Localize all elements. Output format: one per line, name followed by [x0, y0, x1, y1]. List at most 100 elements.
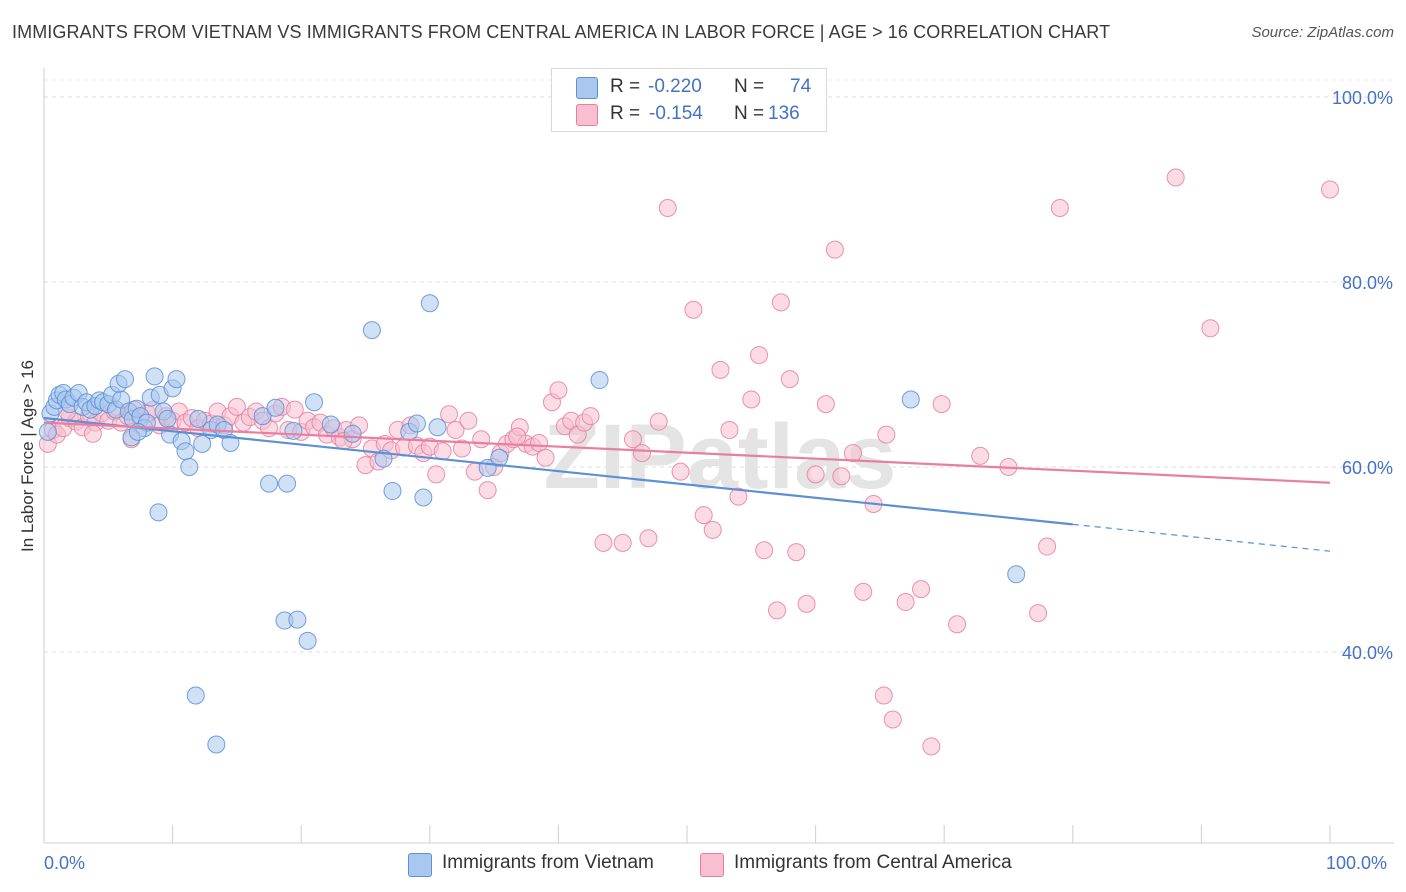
- data-point: [1050, 199, 1069, 217]
- data-point: [278, 474, 297, 493]
- data-point: [530, 433, 549, 452]
- legend-r-label: R =: [610, 76, 641, 97]
- data-point: [623, 430, 642, 449]
- legend-n-label: N =: [734, 76, 765, 97]
- data-point: [189, 409, 208, 428]
- data-point: [362, 321, 381, 340]
- data-point: [684, 300, 703, 319]
- trend-line-vietnam-extension: [1072, 523, 1331, 552]
- data-point: [536, 448, 555, 467]
- data-point: [446, 421, 465, 439]
- data-point: [703, 520, 722, 539]
- data-point: [478, 481, 497, 500]
- legend-swatch-central-america: [576, 104, 598, 126]
- data-point: [298, 631, 317, 650]
- data-point: [186, 686, 205, 705]
- data-point: [38, 422, 57, 441]
- data-point: [428, 418, 447, 437]
- y-tick-label: 100.0%: [1332, 88, 1393, 108]
- data-point: [383, 482, 402, 501]
- data-point: [771, 293, 790, 312]
- data-point: [658, 199, 677, 217]
- data-point: [755, 541, 774, 560]
- y-tick-label: 60.0%: [1342, 458, 1393, 478]
- data-point: [971, 446, 990, 465]
- data-point: [158, 409, 177, 428]
- data-point: [1321, 180, 1339, 199]
- y-axis-label: In Labor Force | Age > 16: [18, 359, 37, 553]
- data-point: [284, 421, 303, 440]
- data-point: [1201, 319, 1220, 338]
- data-point: [854, 582, 873, 601]
- data-point: [671, 462, 690, 481]
- legend-r-label: R =: [610, 103, 641, 124]
- data-point: [711, 360, 730, 379]
- chart-title: IMMIGRANTS FROM VIETNAM VS IMMIGRANTS FR…: [12, 22, 1111, 42]
- data-point: [912, 580, 931, 599]
- data-point: [780, 370, 799, 389]
- data-point: [414, 488, 433, 507]
- data-point: [490, 448, 509, 467]
- data-point: [440, 405, 459, 424]
- data-point: [433, 442, 452, 461]
- bottom-legend-label-vietnam: Immigrants from Vietnam: [442, 852, 654, 873]
- data-point: [285, 400, 304, 419]
- data-point: [581, 407, 600, 426]
- legend-r-value: -0.154: [649, 103, 703, 124]
- data-point: [321, 415, 340, 434]
- data-point: [825, 240, 844, 259]
- data-point: [816, 395, 835, 414]
- legend-r-value: -0.220: [648, 76, 702, 97]
- data-point: [180, 458, 199, 476]
- x-tick-max: 100.0%: [1326, 853, 1388, 873]
- y-tick-label: 40.0%: [1342, 643, 1393, 663]
- data-point: [266, 398, 285, 417]
- data-point: [176, 442, 195, 461]
- data-point: [427, 465, 446, 484]
- data-point: [305, 393, 324, 412]
- data-point: [932, 395, 951, 414]
- data-point: [649, 412, 668, 431]
- legend-n-value: 136: [768, 103, 800, 124]
- data-point: [1038, 537, 1057, 556]
- data-point: [253, 407, 272, 426]
- axes: [43, 68, 1394, 844]
- data-point: [896, 593, 915, 612]
- source-label: Source: ZipAtlas.com: [1251, 24, 1394, 41]
- data-point: [843, 444, 862, 463]
- watermark: ZIPatlas: [544, 406, 897, 508]
- data-point: [452, 439, 471, 458]
- trend-line-vietnam: [43, 416, 1073, 526]
- bottom-legend-swatch-central-america: [700, 853, 724, 877]
- data-point: [922, 737, 941, 756]
- stats-legend: R = -0.220 N = 74 R = -0.154 N = 136: [551, 68, 827, 132]
- data-point: [832, 467, 851, 486]
- data-point: [594, 533, 613, 552]
- data-point: [145, 367, 164, 386]
- bottom-legend-label-central-america: Immigrants from Central America: [734, 852, 1012, 873]
- data-point: [797, 594, 816, 613]
- data-point: [720, 421, 739, 439]
- legend-n-value: 74: [790, 76, 812, 97]
- bottom-legend-swatch-vietnam: [408, 853, 432, 877]
- data-point: [343, 424, 362, 443]
- data-point: [948, 615, 967, 634]
- x-tick-min: 0.0%: [44, 853, 86, 873]
- data-point: [227, 397, 246, 416]
- legend-swatch-vietnam: [576, 77, 598, 99]
- data-point: [901, 390, 920, 409]
- data-point: [1029, 604, 1048, 623]
- data-point: [632, 444, 651, 463]
- y-tick-label: 80.0%: [1342, 273, 1393, 293]
- data-point: [459, 411, 478, 430]
- data-point: [167, 370, 186, 389]
- data-point: [149, 503, 168, 522]
- legend-n-label: N =: [734, 103, 765, 124]
- trend-line-central-america: [43, 421, 1331, 484]
- data-point: [83, 424, 102, 443]
- data-point: [874, 686, 893, 705]
- data-point: [508, 427, 527, 446]
- data-point: [806, 465, 825, 484]
- data-point: [694, 506, 713, 525]
